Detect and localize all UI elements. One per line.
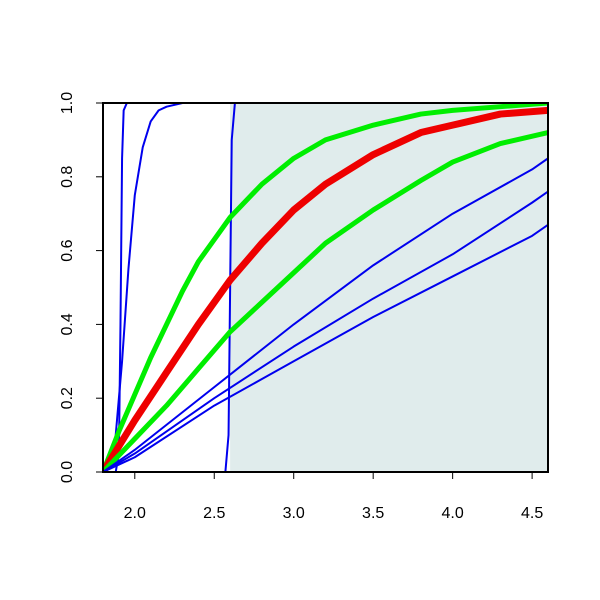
y-tick-label: 0.4	[59, 313, 76, 335]
x-tick-label: 4.5	[521, 505, 543, 522]
x-tick-label: 3.5	[362, 505, 384, 522]
series-line-6	[103, 130, 548, 472]
x-tick-label: 3.0	[283, 505, 305, 522]
series-line-9	[103, 223, 548, 472]
series-layer	[103, 103, 548, 472]
series-line-3	[103, 103, 548, 472]
plot-frame	[102, 102, 549, 473]
x-tick-label: 2.5	[203, 505, 225, 522]
x-tick-label: 4.0	[442, 505, 464, 522]
series-line-8	[103, 190, 548, 472]
series-line-4	[103, 103, 548, 472]
y-tick-label: 0.6	[59, 239, 76, 261]
y-tick-label: 1.0	[59, 92, 76, 114]
y-tick-label: 0.8	[59, 166, 76, 188]
series-line-7	[103, 157, 548, 472]
series-line-2	[103, 103, 548, 472]
y-tick-label: 0.0	[59, 461, 76, 483]
y-tick-label: 0.2	[59, 387, 76, 409]
x-tick-label: 2.0	[124, 505, 146, 522]
series-line-5	[103, 106, 548, 472]
